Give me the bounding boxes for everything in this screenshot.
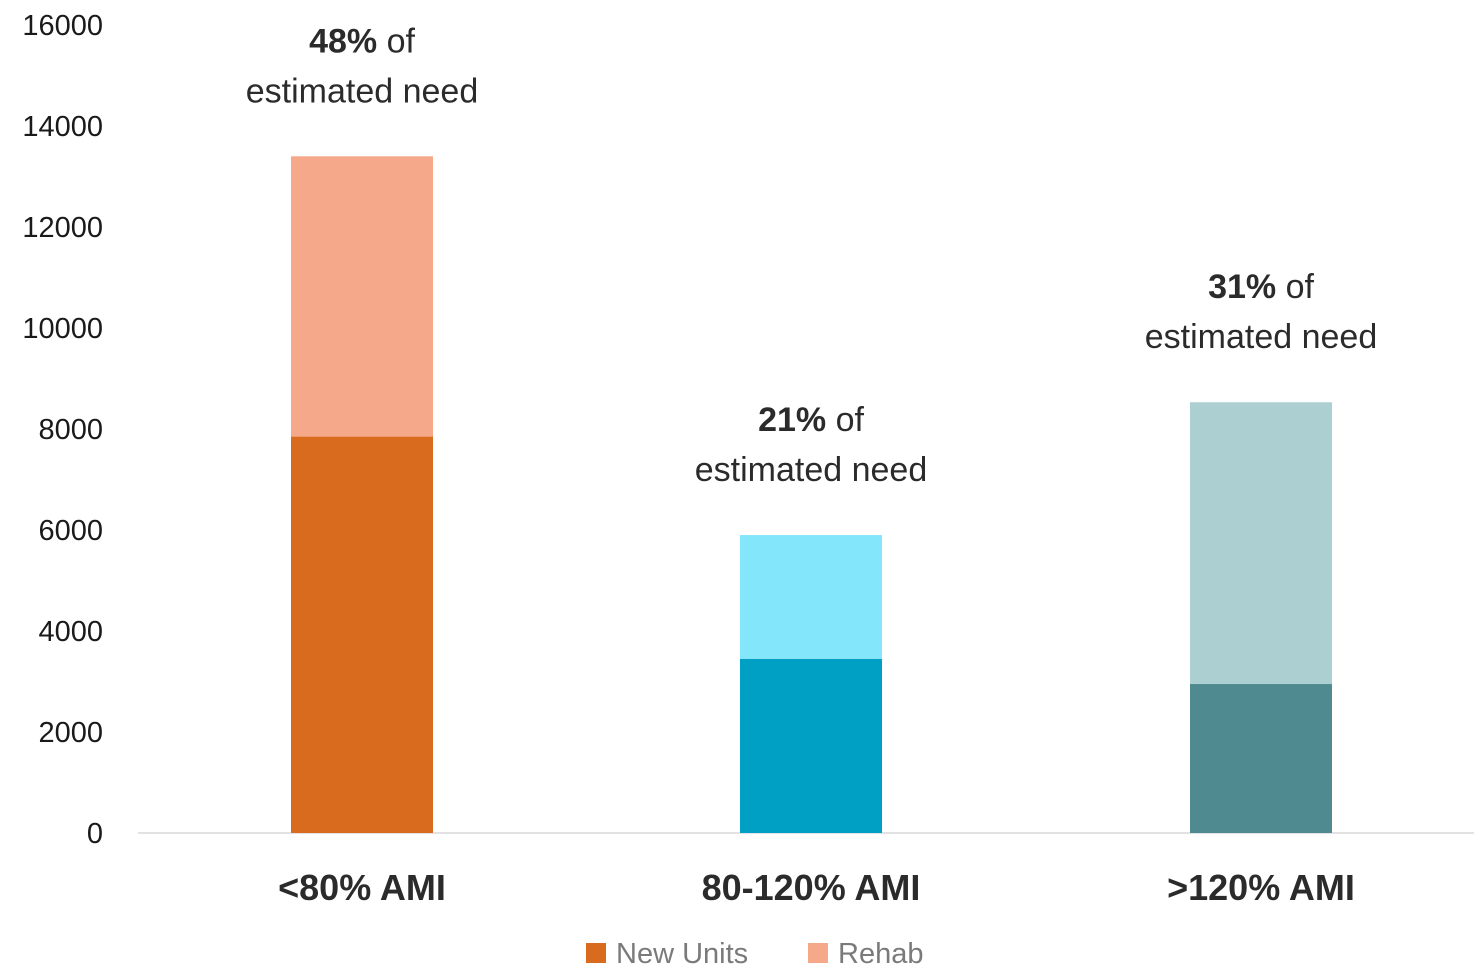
y-tick-label: 14000 [22, 111, 103, 143]
y-tick-label: 0 [87, 818, 103, 850]
x-category-label: >120% AMI [1167, 867, 1355, 908]
annotation-percent: 21% [758, 401, 826, 439]
legend-swatch [586, 943, 606, 963]
y-tick-label: 10000 [22, 313, 103, 345]
annotation-line1: 21% of [758, 401, 864, 439]
legend-label: New Units [616, 938, 748, 970]
x-category-label: <80% AMI [278, 867, 446, 908]
bar-rehab [291, 156, 433, 437]
legend-label: Rehab [838, 938, 923, 970]
annotation-line1: 48% of [309, 22, 415, 60]
legend: New Units Rehab [586, 938, 923, 970]
y-tick-label: 16000 [22, 10, 103, 42]
x-axis: <80% AMI 80-120% AMI >120% AMI [278, 867, 1355, 908]
y-tick-label: 12000 [22, 212, 103, 244]
y-tick-label: 4000 [38, 616, 103, 648]
y-tick-label: 2000 [38, 717, 103, 749]
bars [291, 156, 1332, 833]
annotations: 48% of estimated need 21% of estimated need… [246, 22, 1378, 489]
annotation-line2: estimated need [695, 451, 928, 489]
annotation-line2: estimated need [1145, 318, 1378, 356]
bar-new-units [740, 658, 882, 833]
y-tick-label: 8000 [38, 414, 103, 446]
annotation-of: of [826, 401, 864, 439]
bar-rehab [1190, 402, 1332, 685]
y-tick-label: 6000 [38, 515, 103, 547]
bar-new-units [291, 436, 433, 833]
bar-rehab [740, 535, 882, 659]
annotation-percent: 31% [1208, 268, 1276, 306]
annotation-line1: 31% of [1208, 268, 1314, 306]
annotation-percent: 48% [309, 22, 377, 60]
legend-swatch [808, 943, 828, 963]
x-category-label: 80-120% AMI [702, 867, 921, 908]
annotation-of: of [377, 22, 415, 60]
annotation-of: of [1276, 268, 1314, 306]
annotation-line2: estimated need [246, 72, 479, 110]
bar-new-units [1190, 684, 1332, 833]
